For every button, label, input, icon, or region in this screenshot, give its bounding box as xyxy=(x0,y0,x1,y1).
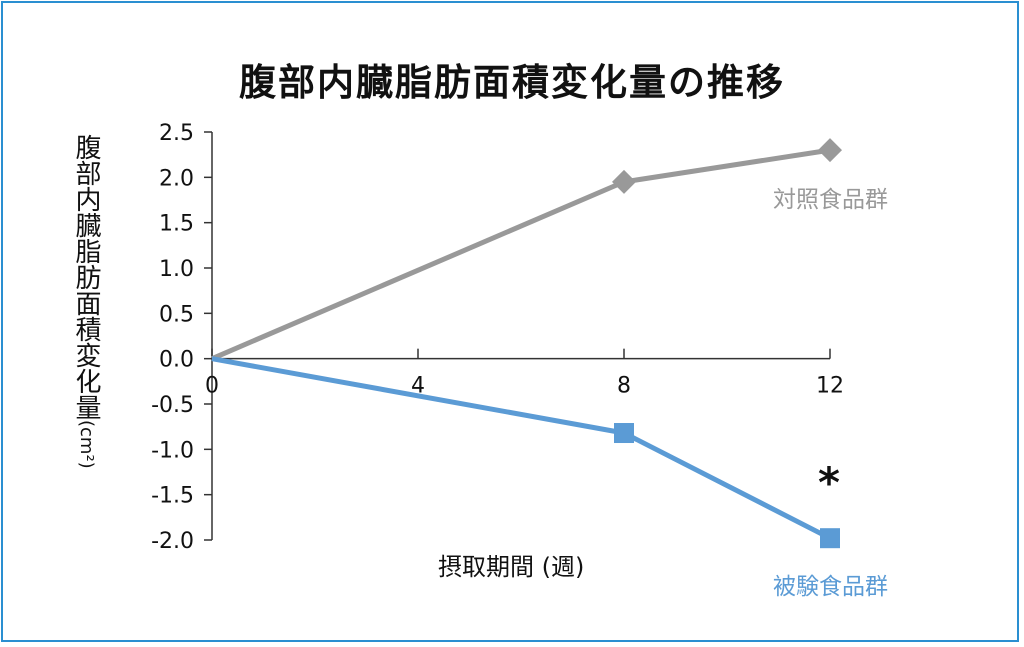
chart-title: 腹部内臓脂肪面積変化量の推移 xyxy=(239,61,785,104)
y-tick-label: -0.5 xyxy=(151,393,194,418)
series-label-control: 対照食品群 xyxy=(773,187,888,213)
y-tick-label: -1.5 xyxy=(151,484,194,509)
y-tick-label: -1.0 xyxy=(151,438,194,463)
x-tick-label: 0 xyxy=(205,374,219,399)
y-tick-label: -2.0 xyxy=(151,529,194,554)
x-axis-label: 摂取期間 (週) xyxy=(438,553,585,581)
x-tick-label: 8 xyxy=(617,374,631,399)
x-tick-label: 4 xyxy=(411,374,425,399)
y-axis-label: 腹部内臓脂肪面積変化量(cm²) xyxy=(60,134,101,469)
y-tick-label: 1.5 xyxy=(159,212,194,237)
series-point-square xyxy=(614,423,634,444)
x-tick-label: 12 xyxy=(816,374,844,399)
series-line-0 xyxy=(211,147,831,361)
significance-asterisk: * xyxy=(818,458,840,507)
series-point-square xyxy=(820,528,840,549)
series-point-diamond xyxy=(612,169,636,194)
y-tick-label: 2.5 xyxy=(159,121,194,146)
y-tick-label: 0.0 xyxy=(159,348,194,373)
series-point-diamond xyxy=(818,138,842,163)
series-label-test: 被験食品群 xyxy=(773,574,888,600)
y-axis-label-text: 腹部内臓脂肪面積変化量 xyxy=(71,134,101,420)
y-axis-unit: (cm²) xyxy=(76,420,97,469)
y-tick-label: 1.0 xyxy=(159,257,194,282)
series-line-1 xyxy=(211,356,832,541)
y-tick-label: 0.5 xyxy=(159,302,194,327)
y-tick-label: 2.0 xyxy=(159,166,194,191)
